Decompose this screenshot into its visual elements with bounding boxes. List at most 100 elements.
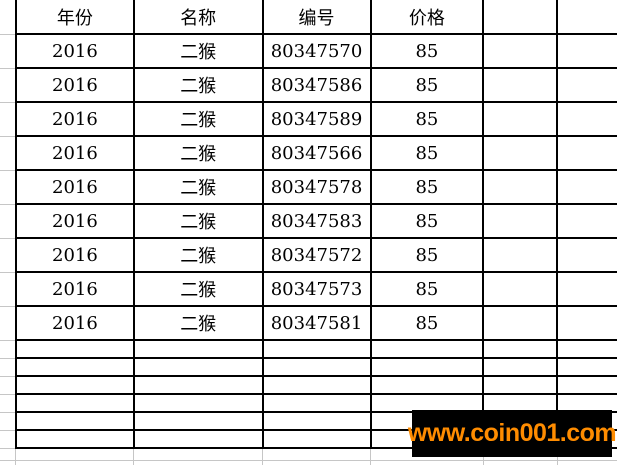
table-row: 2016 二猴 80347583 85 <box>15 203 617 239</box>
empty-cell[interactable] <box>482 33 559 69</box>
empty-row <box>15 393 617 413</box>
year-cell[interactable]: 2016 <box>15 169 135 205</box>
name-cell[interactable]: 二猴 <box>132 67 264 103</box>
watermark: www.coin001.com <box>408 410 617 457</box>
serial-cell[interactable]: 80347566 <box>261 135 372 171</box>
serial-cell[interactable]: 80347586 <box>261 67 372 103</box>
gridline <box>0 460 617 461</box>
serial-cell[interactable]: 80347589 <box>261 101 372 137</box>
table-row: 2016 二猴 80347573 85 <box>15 271 617 307</box>
empty-cell[interactable] <box>482 101 559 137</box>
empty-cell[interactable] <box>369 339 485 359</box>
empty-cell[interactable] <box>261 429 372 449</box>
name-cell[interactable]: 二猴 <box>132 101 264 137</box>
empty-cell[interactable] <box>369 357 485 377</box>
price-cell[interactable]: 85 <box>369 135 485 171</box>
price-cell[interactable]: 85 <box>369 305 485 341</box>
price-cell[interactable]: 85 <box>369 271 485 307</box>
empty-cell[interactable] <box>261 357 372 377</box>
empty-cell[interactable] <box>482 135 559 171</box>
empty-cell[interactable] <box>15 357 135 377</box>
empty-row <box>15 375 617 395</box>
empty-cell[interactable] <box>556 237 617 273</box>
table-row: 2016 二猴 80347581 85 <box>15 305 617 341</box>
table-row: 2016 二猴 80347578 85 <box>15 169 617 205</box>
gridline <box>0 395 15 413</box>
empty-cell[interactable] <box>482 203 559 239</box>
empty-cell[interactable] <box>556 67 617 103</box>
empty-cell[interactable] <box>556 169 617 205</box>
year-cell[interactable]: 2016 <box>15 33 135 69</box>
empty-cell[interactable] <box>132 375 264 395</box>
column-header-year[interactable]: 年份 <box>15 0 135 35</box>
empty-cell[interactable] <box>132 429 264 449</box>
empty-cell[interactable] <box>15 429 135 449</box>
gridline <box>0 239 15 273</box>
gridline <box>0 341 15 359</box>
price-cell[interactable]: 85 <box>369 101 485 137</box>
serial-cell[interactable]: 80347570 <box>261 33 372 69</box>
empty-cell[interactable] <box>556 339 617 359</box>
serial-cell[interactable]: 80347581 <box>261 305 372 341</box>
empty-cell[interactable] <box>15 375 135 395</box>
empty-cell[interactable] <box>261 339 372 359</box>
empty-cell[interactable] <box>15 411 135 431</box>
name-cell[interactable]: 二猴 <box>132 33 264 69</box>
empty-cell[interactable] <box>261 411 372 431</box>
empty-cell[interactable] <box>556 375 617 395</box>
empty-cell[interactable] <box>15 339 135 359</box>
price-cell[interactable]: 85 <box>369 67 485 103</box>
empty-cell[interactable] <box>556 135 617 171</box>
name-cell[interactable]: 二猴 <box>132 271 264 307</box>
column-header-empty[interactable] <box>556 0 617 35</box>
name-cell[interactable]: 二猴 <box>132 135 264 171</box>
price-cell[interactable]: 85 <box>369 33 485 69</box>
gridline <box>133 449 134 465</box>
serial-cell[interactable]: 80347578 <box>261 169 372 205</box>
name-cell[interactable]: 二猴 <box>132 305 264 341</box>
empty-cell[interactable] <box>482 375 559 395</box>
empty-cell[interactable] <box>556 271 617 307</box>
empty-cell[interactable] <box>132 393 264 413</box>
empty-cell[interactable] <box>261 375 372 395</box>
empty-cell[interactable] <box>261 393 372 413</box>
name-cell[interactable]: 二猴 <box>132 237 264 273</box>
empty-cell[interactable] <box>482 271 559 307</box>
column-header-price[interactable]: 价格 <box>369 0 485 35</box>
empty-cell[interactable] <box>482 169 559 205</box>
year-cell[interactable]: 2016 <box>15 237 135 273</box>
price-cell[interactable]: 85 <box>369 203 485 239</box>
year-cell[interactable]: 2016 <box>15 101 135 137</box>
empty-cell[interactable] <box>556 305 617 341</box>
serial-cell[interactable]: 80347583 <box>261 203 372 239</box>
empty-cell[interactable] <box>369 375 485 395</box>
gridline <box>0 273 15 307</box>
empty-cell[interactable] <box>482 339 559 359</box>
empty-cell[interactable] <box>482 305 559 341</box>
column-header-serial[interactable]: 编号 <box>261 0 372 35</box>
year-cell[interactable]: 2016 <box>15 203 135 239</box>
empty-cell[interactable] <box>556 203 617 239</box>
empty-cell[interactable] <box>132 357 264 377</box>
empty-cell[interactable] <box>556 101 617 137</box>
name-cell[interactable]: 二猴 <box>132 169 264 205</box>
column-header-empty[interactable] <box>482 0 559 35</box>
empty-cell[interactable] <box>132 339 264 359</box>
year-cell[interactable]: 2016 <box>15 305 135 341</box>
empty-cell[interactable] <box>15 393 135 413</box>
serial-cell[interactable]: 80347573 <box>261 271 372 307</box>
serial-cell[interactable]: 80347572 <box>261 237 372 273</box>
empty-cell[interactable] <box>556 357 617 377</box>
year-cell[interactable]: 2016 <box>15 67 135 103</box>
column-header-name[interactable]: 名称 <box>132 0 264 35</box>
year-cell[interactable]: 2016 <box>15 271 135 307</box>
empty-cell[interactable] <box>132 411 264 431</box>
price-cell[interactable]: 85 <box>369 169 485 205</box>
empty-cell[interactable] <box>556 33 617 69</box>
price-cell[interactable]: 85 <box>369 237 485 273</box>
name-cell[interactable]: 二猴 <box>132 203 264 239</box>
empty-cell[interactable] <box>482 357 559 377</box>
year-cell[interactable]: 2016 <box>15 135 135 171</box>
empty-cell[interactable] <box>482 67 559 103</box>
empty-cell[interactable] <box>482 237 559 273</box>
